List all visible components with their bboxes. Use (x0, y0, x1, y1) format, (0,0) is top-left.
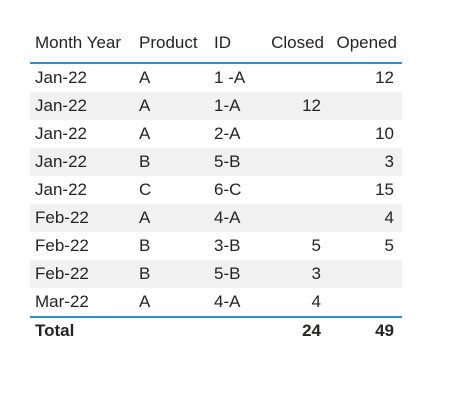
table-row: Jan-22 C 6-C 15 (30, 176, 402, 204)
cell-id: 4-A (209, 204, 259, 232)
total-empty-product (134, 316, 209, 344)
table-row: Feb-22 A 4-A 4 (30, 204, 402, 232)
cell-month-year: Jan-22 (30, 148, 134, 176)
cell-opened: 3 (329, 148, 402, 176)
cell-month-year: Jan-22 (35, 68, 87, 87)
cell-opened (329, 288, 402, 317)
cell-month-year: Jan-22 (35, 180, 87, 199)
cell-month-year: Jan-22 (35, 124, 87, 143)
header-row: Month Year Product ID Closed Opened (30, 24, 402, 64)
cell-product: A (134, 204, 209, 232)
cell-opened: 15 (375, 180, 394, 199)
cell-month-year: Jan-22 (30, 92, 134, 120)
table-row: Jan-22 A 1 -A 12 (30, 63, 402, 92)
cell-product: B (134, 260, 209, 288)
table-row: Feb-22 B 5-B 3 (30, 260, 402, 288)
cell-closed: 5 (311, 236, 321, 255)
total-closed: 24 (259, 316, 329, 344)
cell-opened: 5 (384, 236, 394, 255)
table-row: Jan-22 B 5-B 3 (30, 148, 402, 176)
data-table: Month Year Product ID Closed Opened Jan-… (30, 24, 402, 344)
column-header-opened[interactable]: Opened (329, 24, 402, 64)
table-row: Jan-22 A 1-A 12 (30, 92, 402, 120)
cell-closed (259, 120, 329, 148)
cell-id: 1 -A (214, 68, 246, 87)
cell-opened (329, 92, 402, 120)
table-row: Feb-22 B 3-B 5 5 (30, 232, 402, 260)
cell-closed (259, 148, 329, 176)
total-row: Total 24 49 (30, 316, 402, 344)
cell-closed (259, 63, 329, 92)
cell-product: A (139, 68, 151, 87)
cell-id: 2-A (214, 124, 241, 143)
cell-closed (259, 176, 329, 204)
cell-month-year: Feb-22 (35, 236, 89, 255)
total-opened: 49 (329, 316, 402, 344)
cell-month-year: Mar-22 (35, 292, 89, 311)
cell-product: A (139, 124, 151, 143)
cell-opened: 10 (375, 124, 394, 143)
column-header-id[interactable]: ID (209, 24, 259, 64)
cell-closed: 4 (311, 292, 321, 311)
cell-product: C (139, 180, 152, 199)
total-label: Total (30, 316, 134, 344)
cell-opened: 12 (375, 68, 394, 87)
total-empty-id (209, 316, 259, 344)
cell-id: 4-A (214, 292, 241, 311)
cell-opened (329, 260, 402, 288)
cell-month-year: Feb-22 (30, 260, 134, 288)
cell-id: 5-B (209, 260, 259, 288)
cell-closed: 12 (259, 92, 329, 120)
cell-closed (259, 204, 329, 232)
table-visual: Month Year Product ID Closed Opened Jan-… (30, 24, 402, 344)
cell-opened: 4 (329, 204, 402, 232)
table-footer: Total 24 49 (30, 316, 402, 344)
cell-month-year: Feb-22 (30, 204, 134, 232)
cell-id: 1-A (209, 92, 259, 120)
table-row: Mar-22 A 4-A 4 (30, 288, 402, 317)
column-header-closed[interactable]: Closed (259, 24, 329, 64)
cell-id: 5-B (209, 148, 259, 176)
cell-product: B (134, 148, 209, 176)
column-header-product[interactable]: Product (134, 24, 209, 64)
cell-id: 3-B (214, 236, 241, 255)
table-body: Jan-22 A 1 -A 12 Jan-22 A 1-A 12 Jan-22 … (30, 63, 402, 317)
column-header-month-year[interactable]: Month Year (30, 24, 134, 64)
table-header: Month Year Product ID Closed Opened (30, 24, 402, 64)
cell-product: A (139, 292, 151, 311)
table-row: Jan-22 A 2-A 10 (30, 120, 402, 148)
cell-id: 6-C (214, 180, 242, 199)
cell-product: B (139, 236, 151, 255)
cell-closed: 3 (259, 260, 329, 288)
cell-product: A (134, 92, 209, 120)
